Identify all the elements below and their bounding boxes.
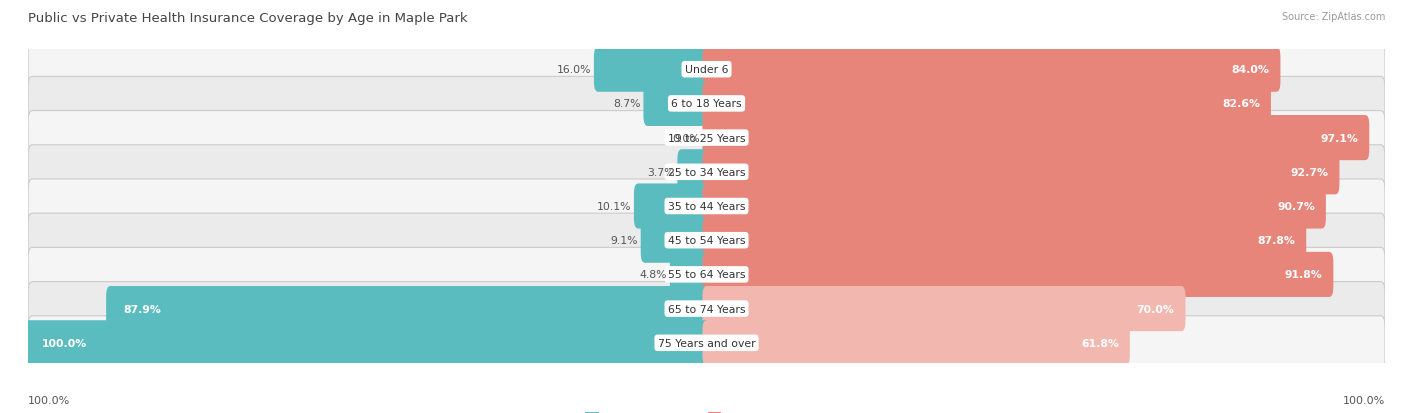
- FancyBboxPatch shape: [634, 184, 710, 229]
- Text: 92.7%: 92.7%: [1291, 167, 1329, 177]
- FancyBboxPatch shape: [703, 82, 1271, 127]
- FancyBboxPatch shape: [703, 286, 1185, 331]
- Text: 55 to 64 Years: 55 to 64 Years: [668, 270, 745, 280]
- FancyBboxPatch shape: [28, 282, 1385, 336]
- Text: 10.1%: 10.1%: [596, 202, 631, 211]
- FancyBboxPatch shape: [703, 320, 1130, 366]
- Text: 61.8%: 61.8%: [1081, 338, 1119, 348]
- FancyBboxPatch shape: [28, 316, 1385, 370]
- Text: 9.1%: 9.1%: [610, 236, 638, 246]
- FancyBboxPatch shape: [641, 218, 710, 263]
- FancyBboxPatch shape: [703, 116, 1369, 161]
- Text: 87.8%: 87.8%: [1257, 236, 1295, 246]
- FancyBboxPatch shape: [28, 145, 1385, 199]
- Text: 65 to 74 Years: 65 to 74 Years: [668, 304, 745, 314]
- Text: 4.8%: 4.8%: [640, 270, 668, 280]
- Text: 97.1%: 97.1%: [1320, 133, 1358, 143]
- FancyBboxPatch shape: [678, 150, 710, 195]
- Text: 91.8%: 91.8%: [1285, 270, 1323, 280]
- Text: 75 Years and over: 75 Years and over: [658, 338, 755, 348]
- FancyBboxPatch shape: [24, 320, 710, 366]
- Text: 3.7%: 3.7%: [647, 167, 675, 177]
- Text: Under 6: Under 6: [685, 65, 728, 75]
- Text: 87.9%: 87.9%: [124, 304, 162, 314]
- FancyBboxPatch shape: [28, 180, 1385, 233]
- FancyBboxPatch shape: [28, 248, 1385, 301]
- Text: 90.7%: 90.7%: [1277, 202, 1315, 211]
- FancyBboxPatch shape: [703, 47, 1281, 93]
- FancyBboxPatch shape: [28, 112, 1385, 165]
- FancyBboxPatch shape: [105, 286, 710, 331]
- Text: 100.0%: 100.0%: [28, 395, 70, 405]
- Text: 6 to 18 Years: 6 to 18 Years: [671, 99, 742, 109]
- FancyBboxPatch shape: [703, 218, 1306, 263]
- FancyBboxPatch shape: [703, 150, 1340, 195]
- Text: 35 to 44 Years: 35 to 44 Years: [668, 202, 745, 211]
- Text: 70.0%: 70.0%: [1136, 304, 1174, 314]
- Text: 100.0%: 100.0%: [1343, 395, 1385, 405]
- Legend: Public Insurance, Private Insurance: Public Insurance, Private Insurance: [581, 408, 832, 413]
- Text: 100.0%: 100.0%: [42, 338, 87, 348]
- FancyBboxPatch shape: [703, 252, 1333, 297]
- Text: 16.0%: 16.0%: [557, 65, 591, 75]
- Text: 0.0%: 0.0%: [672, 133, 700, 143]
- FancyBboxPatch shape: [703, 184, 1326, 229]
- Text: 82.6%: 82.6%: [1222, 99, 1260, 109]
- Text: 25 to 34 Years: 25 to 34 Years: [668, 167, 745, 177]
- FancyBboxPatch shape: [28, 43, 1385, 97]
- FancyBboxPatch shape: [669, 252, 710, 297]
- FancyBboxPatch shape: [28, 214, 1385, 268]
- Text: 19 to 25 Years: 19 to 25 Years: [668, 133, 745, 143]
- Text: 84.0%: 84.0%: [1232, 65, 1270, 75]
- FancyBboxPatch shape: [644, 82, 710, 127]
- FancyBboxPatch shape: [28, 77, 1385, 131]
- Text: 8.7%: 8.7%: [613, 99, 641, 109]
- FancyBboxPatch shape: [593, 47, 710, 93]
- Text: Public vs Private Health Insurance Coverage by Age in Maple Park: Public vs Private Health Insurance Cover…: [28, 12, 468, 25]
- Text: Source: ZipAtlas.com: Source: ZipAtlas.com: [1281, 12, 1385, 22]
- Text: 45 to 54 Years: 45 to 54 Years: [668, 236, 745, 246]
